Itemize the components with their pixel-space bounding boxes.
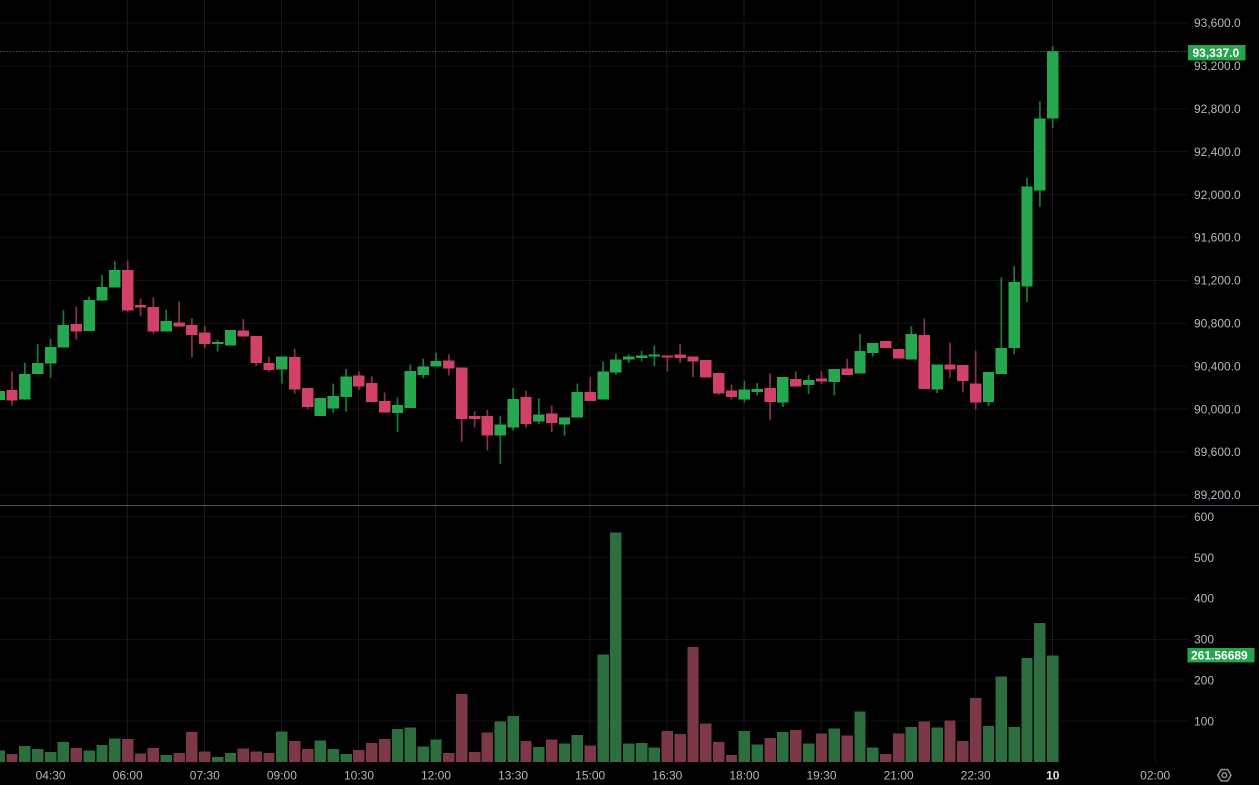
svg-text:22:30: 22:30	[961, 769, 991, 783]
svg-text:600: 600	[1194, 510, 1214, 524]
svg-text:90,400.0: 90,400.0	[1194, 359, 1241, 373]
svg-text:200: 200	[1194, 673, 1214, 687]
svg-text:261.56689: 261.56689	[1191, 648, 1248, 662]
svg-text:90,000.0: 90,000.0	[1194, 402, 1241, 416]
svg-text:13:30: 13:30	[498, 769, 528, 783]
svg-text:18:00: 18:00	[729, 769, 759, 783]
svg-text:12:00: 12:00	[421, 769, 451, 783]
svg-text:89,600.0: 89,600.0	[1194, 445, 1241, 459]
svg-text:19:30: 19:30	[806, 769, 836, 783]
svg-text:92,800.0: 92,800.0	[1194, 102, 1241, 116]
svg-text:16:30: 16:30	[652, 769, 682, 783]
svg-text:93,337.0: 93,337.0	[1193, 46, 1240, 60]
svg-text:300: 300	[1194, 633, 1214, 647]
svg-text:400: 400	[1194, 592, 1214, 606]
svg-text:93,200.0: 93,200.0	[1194, 59, 1241, 73]
svg-text:100: 100	[1194, 714, 1214, 728]
svg-text:93,600.0: 93,600.0	[1194, 16, 1241, 30]
svg-text:06:00: 06:00	[113, 769, 143, 783]
svg-text:91,200.0: 91,200.0	[1194, 274, 1241, 288]
svg-text:92,000.0: 92,000.0	[1194, 188, 1241, 202]
svg-text:10: 10	[1046, 769, 1060, 783]
svg-text:10:30: 10:30	[344, 769, 374, 783]
svg-text:500: 500	[1194, 551, 1214, 565]
svg-text:04:30: 04:30	[36, 769, 66, 783]
svg-text:21:00: 21:00	[884, 769, 914, 783]
svg-text:07:30: 07:30	[190, 769, 220, 783]
svg-text:09:00: 09:00	[267, 769, 297, 783]
svg-text:89,200.0: 89,200.0	[1194, 488, 1241, 502]
svg-text:02:00: 02:00	[1140, 769, 1170, 783]
svg-text:91,600.0: 91,600.0	[1194, 231, 1241, 245]
svg-text:90,800.0: 90,800.0	[1194, 317, 1241, 331]
svg-text:15:00: 15:00	[575, 769, 605, 783]
svg-text:92,400.0: 92,400.0	[1194, 145, 1241, 159]
